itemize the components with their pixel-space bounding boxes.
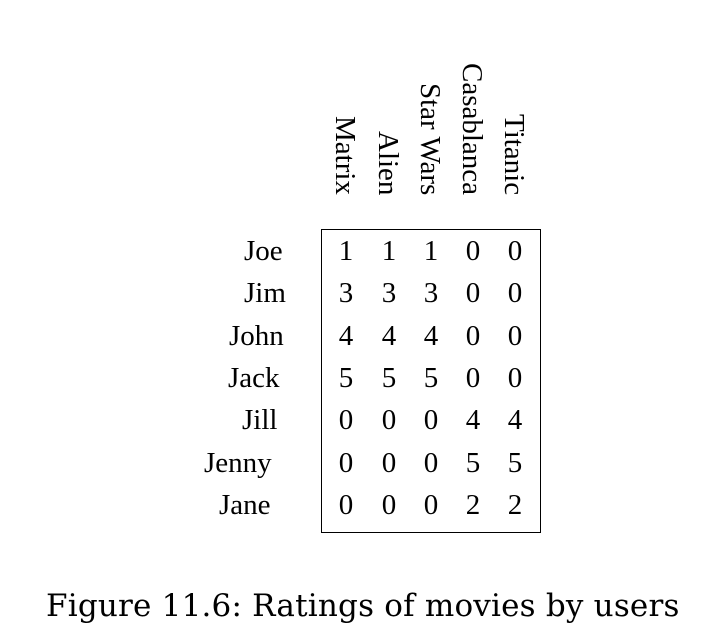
rating-cell: 0 [507,320,523,352]
rating-cell: 1 [338,235,354,267]
rating-cell: 5 [381,362,397,394]
rating-cell: 0 [381,489,397,521]
rating-cell: 1 [381,235,397,267]
rating-cell: 4 [338,320,354,352]
rating-cell: 0 [465,362,481,394]
rating-cell: 0 [423,447,439,479]
rating-cell: 3 [423,277,439,309]
movie-header: Casablanca [456,63,488,196]
rating-cell: 4 [465,404,481,436]
rating-cell: 0 [465,235,481,267]
rating-cell: 0 [507,362,523,394]
user-label-john: John [229,320,284,352]
rating-cell: 0 [338,489,354,521]
rating-cell: 1 [423,235,439,267]
ratings-matrix [321,229,541,533]
figure-caption: Figure 11.6: Ratings of movies by users [46,588,680,624]
rating-cell: 5 [423,362,439,394]
rating-cell: 0 [465,277,481,309]
rating-cell: 0 [507,235,523,267]
rating-cell: 0 [423,489,439,521]
rating-cell: 0 [507,277,523,309]
rating-cell: 2 [507,489,523,521]
movie-header: Alien [372,131,404,196]
movie-header: Matrix [329,116,361,195]
movie-header: Star Wars [414,83,446,196]
movie-header: Titanic [498,114,530,196]
user-label-jenny: Jenny [204,447,272,479]
rating-cell: 4 [381,320,397,352]
rating-cell: 0 [381,404,397,436]
rating-cell: 5 [465,447,481,479]
rating-cell: 0 [465,320,481,352]
rating-cell: 0 [381,447,397,479]
user-label-jim: Jim [244,277,286,309]
user-label-jack: Jack [228,362,280,394]
rating-cell: 0 [338,404,354,436]
rating-cell: 3 [381,277,397,309]
user-label-joe: Joe [244,235,283,267]
rating-cell: 4 [507,404,523,436]
rating-cell: 3 [338,277,354,309]
rating-cell: 0 [338,447,354,479]
rating-cell: 5 [507,447,523,479]
user-label-jane: Jane [219,489,271,521]
user-label-jill: Jill [242,404,278,436]
rating-cell: 5 [338,362,354,394]
rating-cell: 4 [423,320,439,352]
rating-cell: 0 [423,404,439,436]
rating-cell: 2 [465,489,481,521]
